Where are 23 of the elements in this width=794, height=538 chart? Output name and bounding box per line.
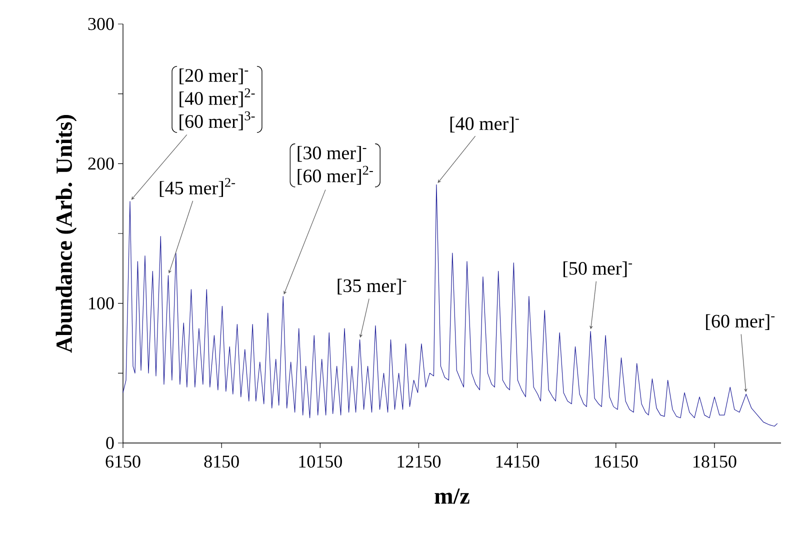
annotation: [45 mer]$^{2-}$ — [160, 178, 236, 197]
annotation: [50 mer]$^{-}$ — [564, 261, 632, 278]
y-tick-label: 0 — [106, 436, 114, 450]
annotation: [40 mer]$^{2-}$ — [180, 88, 255, 108]
x-tick-label: 18150 — [694, 456, 736, 468]
annotation: [30 mer]$^{-}$ — [298, 146, 366, 162]
x-tick-label: 8150 — [204, 456, 239, 468]
annotation: [40 mer]$^{-}$ — [450, 116, 519, 132]
x-tick-label: 16150 — [594, 456, 638, 468]
x-tick-label: 14150 — [496, 456, 540, 468]
y-tick-label: 100 — [89, 297, 114, 310]
y-axis-title: Abundance (Arb. Units) — [56, 115, 77, 353]
x-tick-label: 6150 — [106, 456, 140, 468]
x-axis-title: m/z — [434, 488, 470, 504]
annotation: [60 mer]$^{-}$ — [706, 314, 775, 330]
x-tick-label: 12150 — [398, 456, 441, 468]
annotation: [60 mer]$^{3-}$ — [180, 111, 255, 130]
annotation: [20 mer]$^{-}$ — [180, 68, 248, 84]
annotation: [60 mer]$^{2-}$ — [298, 166, 373, 185]
annotation: [35 mer]$^{-}$ — [338, 278, 406, 295]
x-tick-label: 10150 — [299, 456, 342, 468]
y-tick-label: 200 — [88, 158, 114, 170]
y-tick-label: 300 — [88, 18, 114, 30]
